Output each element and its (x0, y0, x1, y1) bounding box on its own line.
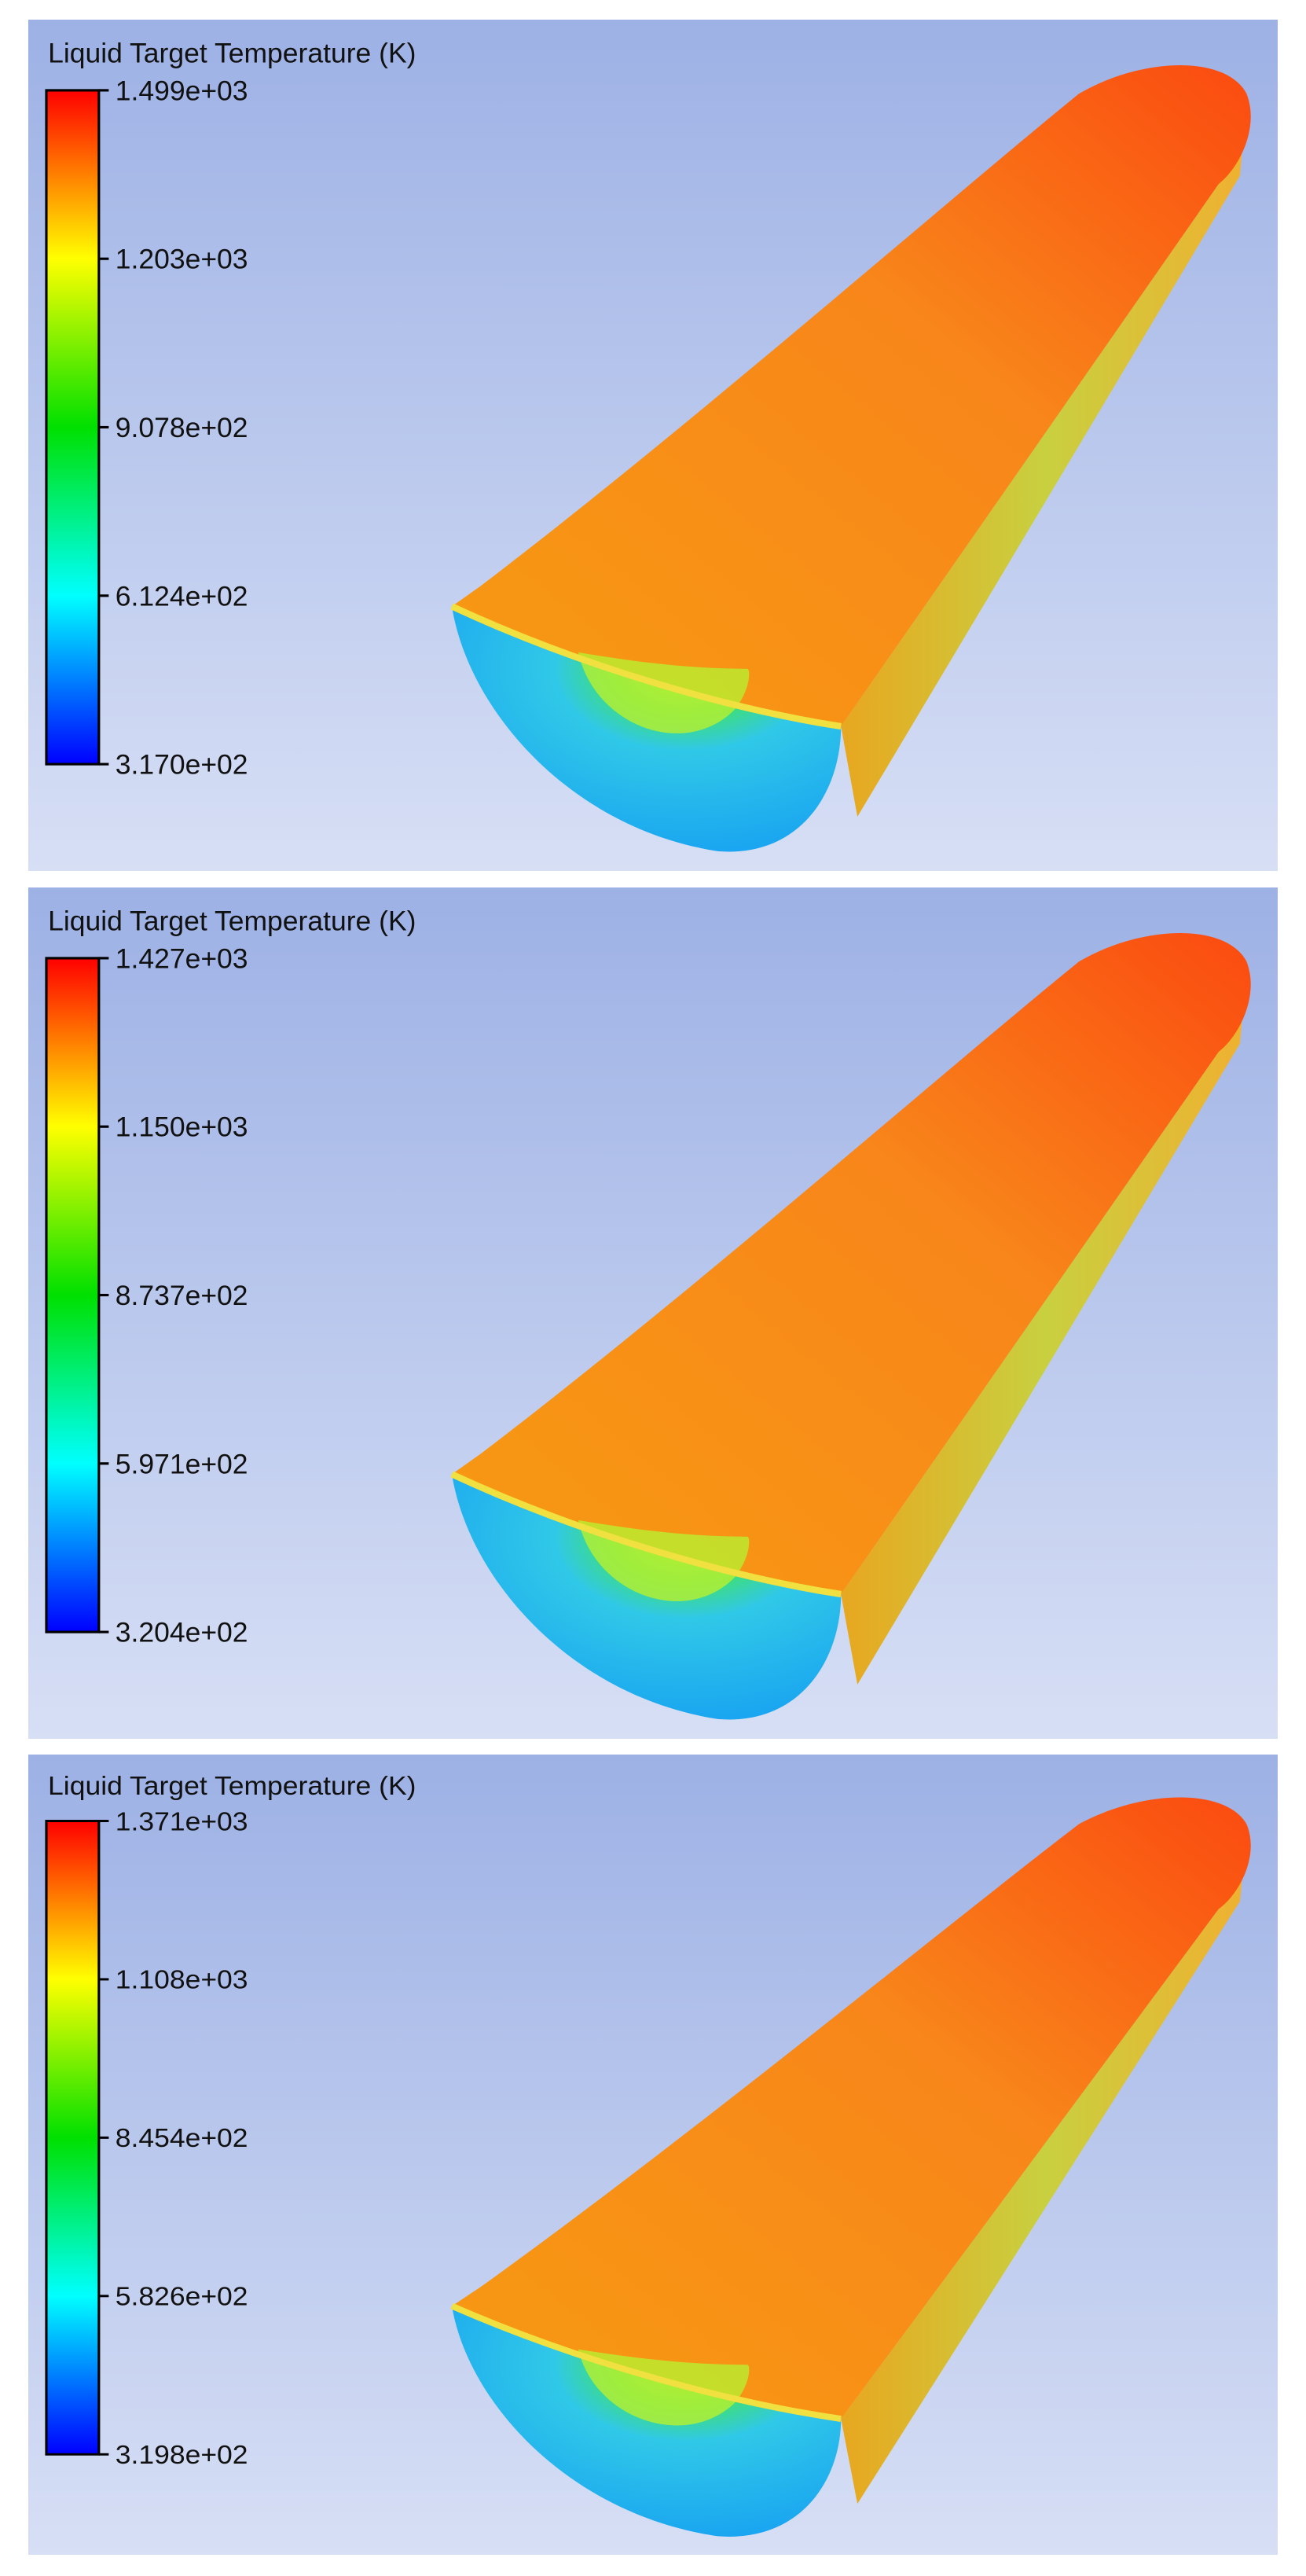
viewport: Liquid Target Temperature (K) 1.499e+03 1.… (28, 20, 1278, 871)
colorbar-label: 3.170e+02 (116, 749, 248, 781)
colorbar-label: 1.427e+03 (116, 943, 248, 974)
colorbar-label: 8.454e+02 (116, 2124, 248, 2153)
side-face (841, 1832, 1247, 2504)
cut-edge (450, 2303, 842, 2422)
colorbar-label: 8.737e+02 (116, 1280, 248, 1311)
top-face (452, 933, 1251, 1595)
colorbar-label: 1.203e+03 (116, 244, 248, 275)
colorbar-label: 9.078e+02 (116, 412, 248, 443)
cut-face (452, 2306, 842, 2537)
colorbar-label: 5.826e+02 (116, 2283, 248, 2312)
top-face (452, 65, 1251, 727)
viewport: Liquid Target Temperature (K) 1.427e+03 1.… (28, 887, 1278, 1739)
colorbar-label: 5.971e+02 (116, 1448, 248, 1479)
side-face (841, 101, 1247, 818)
colorbar-label: 3.204e+02 (116, 1617, 248, 1648)
cut-edge (450, 603, 842, 730)
cut-edge (450, 1471, 842, 1598)
colorbar-title: Liquid Target Temperature (K) (48, 905, 416, 936)
colorbar-label: 3.198e+02 (116, 2441, 248, 2470)
top-face (452, 1797, 1251, 2420)
colorbar-title: Liquid Target Temperature (K) (48, 37, 416, 68)
contour-panel: Liquid Target Temperature (K) 1.499e+03 1.… (28, 20, 1278, 871)
colorbar (45, 1820, 101, 2456)
colorbar-label: 1.371e+03 (116, 1807, 248, 1836)
colorbar (45, 957, 101, 1633)
colorbar-title: Liquid Target Temperature (K) (48, 1772, 416, 1801)
colorbar (45, 89, 101, 766)
colorbar-label: 6.124e+02 (116, 580, 248, 612)
side-face (841, 969, 1247, 1685)
colorbar-label: 1.108e+03 (116, 1966, 248, 1995)
colorbar-label: 1.150e+03 (116, 1112, 248, 1143)
cut-face (452, 1474, 842, 1720)
contour-panel: Liquid Target Temperature (K) 1.427e+03 1.… (28, 887, 1278, 1739)
viewport: Liquid Target Temperature (K) 1.371e+03 1.… (28, 1755, 1278, 2555)
colorbar-label: 1.499e+03 (116, 75, 248, 106)
cut-face (452, 606, 842, 852)
contour-panel: Liquid Target Temperature (K) 1.371e+03 1.… (28, 1755, 1278, 2555)
